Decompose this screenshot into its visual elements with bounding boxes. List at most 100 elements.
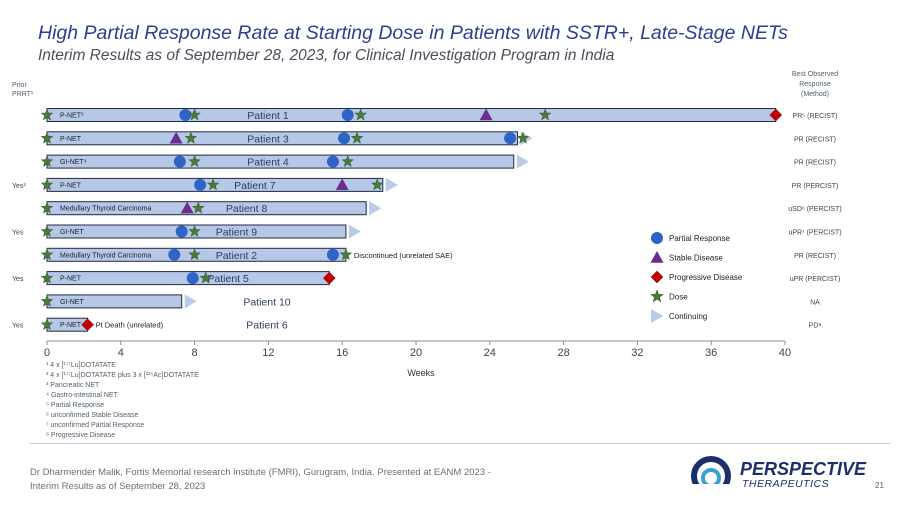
tumor-type-label: GI-NET [60, 229, 84, 236]
legend-label: Continuing [669, 312, 707, 321]
patient-label: Patient 1 [247, 110, 289, 122]
dose-marker [40, 317, 54, 331]
stable-disease-marker [335, 178, 349, 191]
legend-stable-icon [650, 251, 664, 263]
x-axis-label: Weeks [407, 368, 435, 378]
footer-citation: Dr Dharmender Malik, Fortis Memorial res… [30, 467, 491, 492]
dose-marker [339, 248, 353, 261]
x-tick-label: 28 [557, 347, 569, 359]
x-tick-label: 12 [262, 347, 274, 359]
x-tick-label: 32 [631, 347, 643, 359]
x-tick-label: 16 [336, 347, 348, 359]
tumor-type-label: Medullary Thyroid Carcinoma [60, 206, 151, 213]
patient-label: Patient 4 [247, 157, 289, 169]
progressive-disease-marker [322, 271, 336, 285]
dose-marker [538, 108, 552, 121]
prior-prrt-header: Prior [12, 82, 27, 89]
dose-marker [40, 294, 54, 307]
footnote: ⁵ Partial Response [46, 402, 105, 409]
x-tick-label: 4 [118, 347, 124, 359]
page-number: 21 [875, 481, 884, 490]
x-tick-label: 36 [705, 347, 717, 359]
best-response-value: uSD⁶ (PERCIST) [788, 206, 841, 213]
tumor-type-label: P-NET³ [60, 113, 84, 120]
tumor-type-label: P-NET [60, 276, 82, 283]
best-response-value: PR (PERCIST) [792, 183, 839, 190]
row-note: Discontinued (unrelated SAE) [354, 251, 453, 260]
continuing-arrow [369, 201, 382, 216]
dose-marker [188, 154, 201, 168]
swimmer-chart: Prior PRRT¹ Best Observed Response (Method) 0… [12, 71, 842, 378]
partial-response-marker [326, 155, 339, 168]
x-tick-label: 8 [192, 347, 198, 359]
prior-prrt-value: Yes [12, 230, 24, 237]
row-note: Pt Death (unrelated) [96, 321, 164, 330]
tumor-type-label: P-NET [60, 322, 82, 329]
legend-partial-icon [651, 232, 663, 244]
patient-label: Patient 2 [216, 250, 258, 262]
footnotes: ¹ 4 x [¹⁷⁷Lu]DOTATATE ² 4 x [¹⁷⁷Lu]DOTAT… [46, 361, 199, 441]
footnote: ⁷ unconfirmed Partial Response [46, 422, 145, 429]
x-tick-label: 20 [410, 347, 422, 359]
continuing-arrow [385, 177, 398, 192]
partial-response-marker [173, 155, 186, 168]
dose-marker [184, 131, 198, 144]
continuing-arrow [348, 224, 361, 239]
best-response-header: Response [799, 81, 831, 88]
dose-marker [350, 131, 364, 144]
progressive-disease-marker [81, 318, 94, 332]
x-tick-label: 0 [44, 347, 50, 359]
continuing-arrow [516, 154, 529, 169]
partial-response-marker [168, 248, 181, 261]
prior-prrt-header: PRRT¹ [12, 91, 34, 98]
page-title: High Partial Response Rate at Starting D… [38, 22, 788, 44]
logo-name: PERSPECTIVE [740, 459, 867, 479]
dose-marker [206, 178, 220, 191]
dose-marker [40, 248, 54, 261]
best-response-value: NA [810, 299, 820, 306]
patient-label: Patient 10 [243, 296, 290, 308]
patient-bar [46, 108, 777, 122]
dose-marker [40, 131, 54, 144]
footnote: ⁶ unconfirmed Stable Disease [46, 412, 139, 419]
footer-divider [30, 443, 890, 444]
partial-response-marker [326, 248, 339, 261]
dose-marker [370, 178, 384, 191]
footnote: ⁴ Gastro-intestinal NET [46, 392, 118, 399]
partial-response-marker [175, 225, 188, 238]
tumor-type-label: Medullary Thyroid Carcinoma [60, 252, 151, 259]
legend-label: Progressive Disease [669, 273, 743, 282]
dose-marker [40, 108, 54, 121]
patient-label: Patient 8 [226, 203, 268, 215]
partial-response-marker [179, 109, 192, 121]
stable-disease-marker [180, 201, 194, 214]
legend-label: Partial Response [669, 234, 730, 243]
partial-response-marker [341, 109, 354, 121]
prior-prrt-value: Yes [12, 276, 24, 283]
patient-label: Patient 3 [247, 133, 289, 145]
partial-response-marker [186, 272, 199, 285]
prior-prrt-value: Yes [12, 323, 24, 330]
footnote: ² 4 x [¹⁷⁷Lu]DOTATATE plus 3 x [²²⁵Ac]DO… [46, 372, 199, 379]
tumor-type-label: P-NET [60, 182, 82, 189]
tumor-type-label: P-NET [60, 136, 82, 143]
legend-continuing-icon [651, 309, 663, 323]
partial-response-marker [504, 132, 517, 145]
dose-marker [188, 108, 201, 121]
dose-marker [199, 271, 213, 284]
patient-label: Patient 7 [234, 180, 276, 192]
logo-subtitle: THERAPEUTICS [742, 478, 830, 490]
prior-prrt-value: Yes² [12, 183, 26, 190]
stable-disease-marker [169, 131, 183, 144]
patient-label: Patient 5 [207, 273, 249, 285]
dose-marker [341, 154, 355, 168]
x-tick-label: 40 [779, 347, 791, 359]
footnote: ¹ 4 x [¹⁷⁷Lu]DOTATATE [46, 362, 116, 369]
best-response-header: Best Observed [792, 71, 838, 78]
perspective-logo-icon [690, 456, 732, 497]
tumor-type-label: GI-NET [60, 299, 84, 306]
dose-marker [191, 201, 205, 214]
continuing-arrow [184, 294, 197, 309]
footnote: ³ Pancreatic NET [46, 382, 100, 389]
stable-disease-marker [479, 108, 493, 121]
